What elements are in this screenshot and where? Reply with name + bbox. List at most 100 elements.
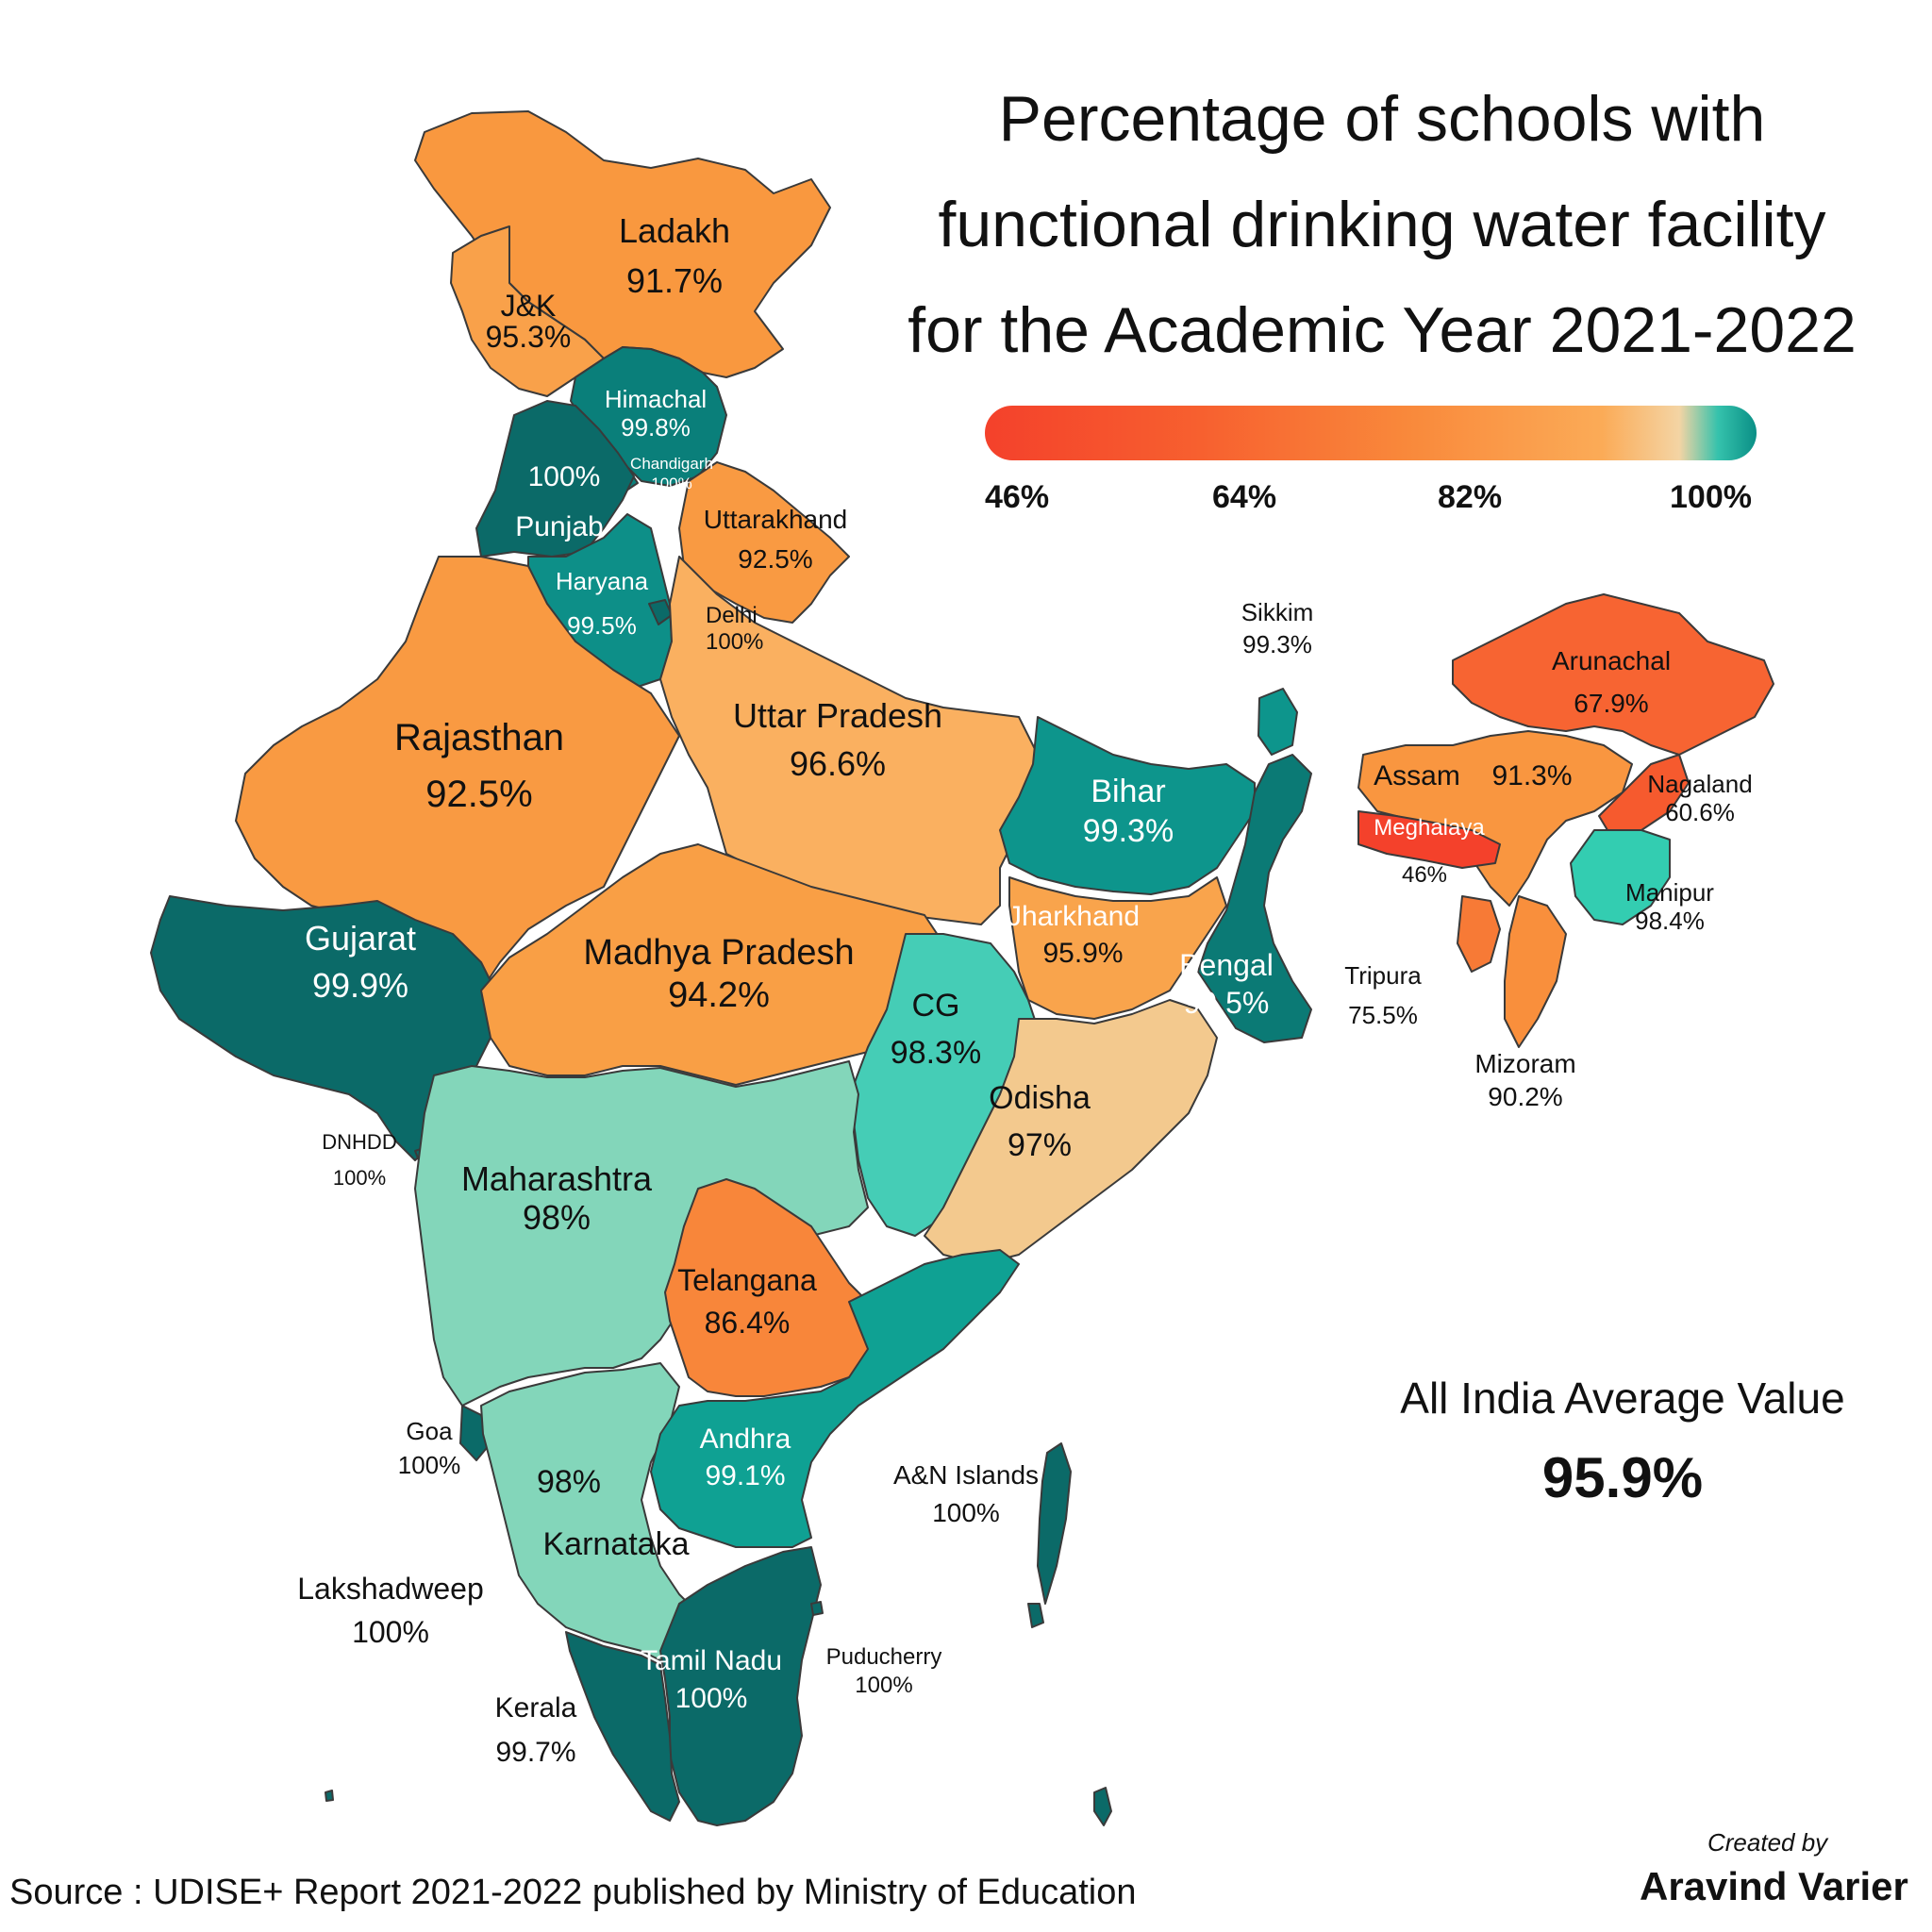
region-aandn-islands — [1027, 1442, 1112, 1826]
value-nagaland: 60.6% — [1665, 798, 1735, 826]
label-telangana: Telangana — [677, 1263, 817, 1297]
label-uttar-pradesh: Uttar Pradesh — [733, 696, 942, 735]
region-manipur — [1570, 829, 1671, 925]
value-dnhdd: 100% — [333, 1166, 386, 1190]
label-sikkim: Sikkim — [1241, 598, 1314, 626]
region-tripura — [1457, 895, 1501, 973]
label-jharkhand: Jharkhand — [1008, 901, 1140, 932]
value-mizoram: 90.2% — [1488, 1082, 1562, 1111]
title-line-1: Percentage of schools with — [998, 83, 1766, 155]
label-bengal: Bengal — [1179, 948, 1274, 982]
value-jharkhand: 95.9% — [1042, 938, 1123, 969]
value-kerala: 99.7% — [495, 1737, 575, 1768]
label-manipur: Manipur — [1625, 878, 1714, 907]
value-puducherry: 100% — [855, 1673, 912, 1698]
label-nagaland: Nagaland — [1647, 770, 1752, 798]
label-goa: Goa — [406, 1417, 453, 1445]
title-line-2: functional drinking water facility — [938, 189, 1826, 260]
label-meghalaya: Meghalaya — [1374, 815, 1485, 841]
value-assam: 91.3% — [1491, 760, 1572, 791]
value-andhra: 99.1% — [705, 1460, 785, 1491]
value-maharashtra: 98% — [523, 1198, 591, 1237]
value-haryana: 99.5% — [567, 611, 637, 640]
label-tamil-nadu: Tamil Nadu — [641, 1645, 782, 1676]
region-puducherry — [810, 1601, 824, 1616]
value-telangana: 86.4% — [705, 1306, 791, 1340]
legend-tick-100: 100% — [1670, 479, 1752, 515]
region-andhra — [650, 1249, 1020, 1548]
label-tripura: Tripura — [1344, 961, 1422, 990]
value-punjab: 100% — [528, 461, 601, 492]
value-rajasthan: 92.5% — [425, 774, 532, 815]
value-tamil-nadu: 100% — [675, 1683, 748, 1714]
label-chandigarh: Chandigarh — [630, 455, 713, 473]
region-nagaland — [1598, 754, 1690, 841]
credit-caption: Created by — [1707, 1828, 1828, 1857]
average-label: All India Average Value — [1400, 1374, 1845, 1423]
value-odisha: 97% — [1008, 1127, 1072, 1163]
value-meghalaya: 46% — [1402, 862, 1447, 888]
value-goa: 100% — [398, 1451, 461, 1479]
value-gujarat: 99.9% — [312, 966, 408, 1005]
legend-tick-64: 64% — [1212, 479, 1277, 515]
label-puducherry: Puducherry — [826, 1644, 942, 1670]
label-uttarakhand: Uttarakhand — [704, 505, 848, 534]
label-ladakh: Ladakh — [619, 211, 730, 250]
label-dnhdd: DNHDD — [322, 1130, 396, 1154]
value-manipur: 98.4% — [1635, 907, 1705, 935]
value-madhya-pradesh: 94.2% — [668, 975, 770, 1015]
label-assam: Assam — [1374, 760, 1460, 791]
credit-author: Aravind Varier — [1640, 1864, 1908, 1908]
label-kerala: Kerala — [495, 1692, 577, 1724]
label-andhra: Andhra — [700, 1424, 791, 1455]
value-ladakh: 91.7% — [626, 261, 723, 300]
value-jandk: 95.3% — [486, 320, 572, 354]
region-mizoram — [1504, 895, 1567, 1048]
label-bihar: Bihar — [1091, 774, 1165, 809]
label-madhya-pradesh: Madhya Pradesh — [583, 933, 854, 973]
value-sikkim: 99.3% — [1242, 630, 1312, 658]
value-uttarakhand: 92.5% — [738, 544, 812, 574]
region-goa — [459, 1405, 491, 1461]
label-maharashtra: Maharashtra — [461, 1159, 653, 1198]
value-himachal: 99.8% — [621, 413, 691, 441]
label-lakshadweep: Lakshadweep — [297, 1572, 483, 1606]
value-delhi: 100% — [706, 629, 763, 655]
value-bengal: 99.5% — [1184, 986, 1270, 1020]
legend-tick-82: 82% — [1438, 479, 1503, 515]
region-bihar — [999, 716, 1256, 895]
label-punjab: Punjab — [515, 511, 603, 542]
region-jandk — [450, 225, 605, 397]
region-kerala — [565, 1631, 680, 1822]
region-lakshadweep — [325, 1790, 334, 1802]
title-line-3: for the Academic Year 2021-2022 — [908, 294, 1857, 366]
region-uttar-pradesh — [659, 556, 1039, 925]
label-karnataka: Karnataka — [543, 1526, 690, 1562]
label-aandn-islands: A&N Islands — [893, 1460, 1039, 1490]
region-arunachal — [1452, 593, 1774, 756]
value-bihar: 99.3% — [1083, 813, 1174, 849]
label-rajasthan: Rajasthan — [394, 717, 564, 758]
label-arunachal: Arunachal — [1552, 646, 1671, 675]
label-mizoram: Mizoram — [1474, 1049, 1575, 1078]
region-punjab — [475, 400, 635, 558]
value-aandn-islands: 100% — [932, 1498, 1000, 1527]
value-karnataka: 98% — [537, 1464, 601, 1500]
region-meghalaya — [1357, 810, 1501, 869]
region-telangana — [664, 1178, 878, 1397]
value-chandigarh: 100% — [651, 475, 691, 492]
map-title: Percentage of schools with functional dr… — [830, 66, 1932, 383]
label-delhi: Delhi — [706, 603, 758, 628]
value-lakshadweep: 100% — [352, 1615, 429, 1649]
average-value: 95.9% — [1541, 1446, 1704, 1509]
region-sikkim — [1257, 688, 1298, 756]
legend-color-bar — [985, 406, 1757, 460]
value-arunachal: 67.9% — [1574, 689, 1648, 718]
source-note: Source : UDISE+ Report 2021-2022 publish… — [9, 1873, 1137, 1912]
legend-tick-46: 46% — [985, 479, 1050, 515]
value-cg: 98.3% — [891, 1035, 981, 1071]
region-jharkhand — [1008, 876, 1227, 1020]
label-odisha: Odisha — [989, 1080, 1091, 1116]
region-bengal — [1197, 754, 1312, 1043]
